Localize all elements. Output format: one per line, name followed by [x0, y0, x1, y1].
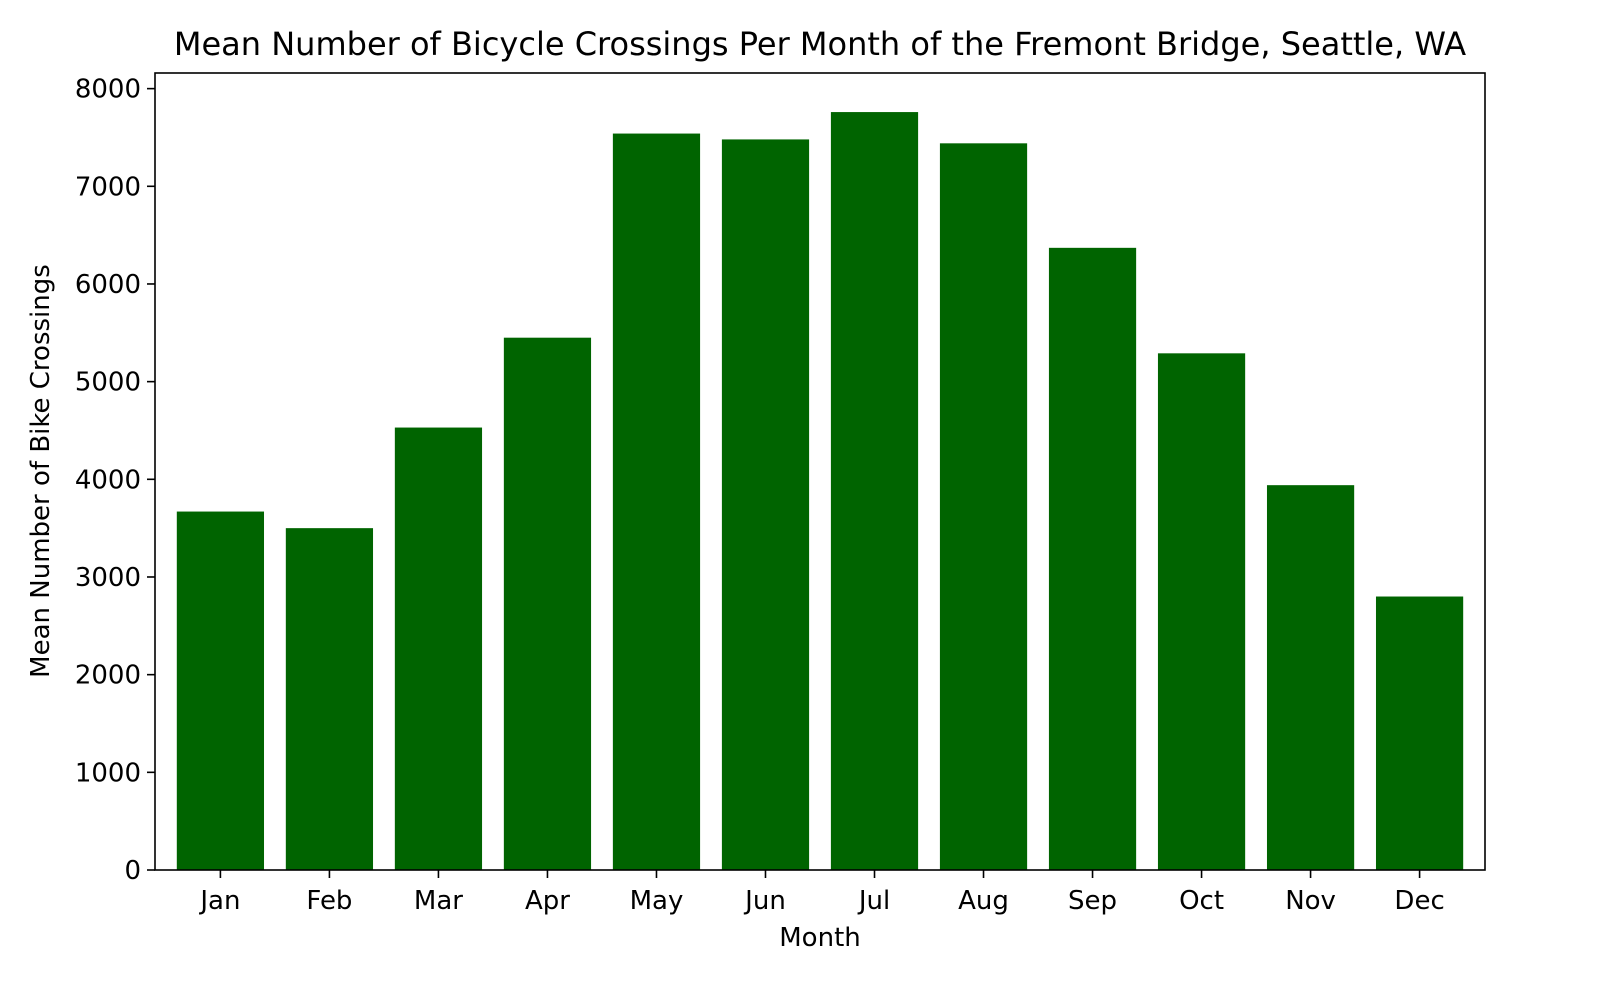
y-axis-title: Mean Number of Bike Crossings: [26, 264, 56, 678]
x-tick-label-dec: Dec: [1394, 886, 1444, 916]
y-tick-label: 7000: [75, 172, 141, 202]
y-tick-label: 2000: [75, 661, 141, 691]
bar-aug: [939, 143, 1028, 870]
x-tick-label-nov: Nov: [1285, 886, 1336, 916]
bar-feb: [285, 528, 374, 870]
y-tick-label: 4000: [75, 465, 141, 495]
y-tick-label: 6000: [75, 270, 141, 300]
x-tick-label-apr: Apr: [525, 886, 570, 916]
bar-jul: [830, 112, 919, 870]
x-tick-label-may: May: [630, 886, 684, 916]
bar-apr: [503, 337, 592, 870]
x-tick-label-jan: Jan: [198, 886, 240, 916]
bar-nov: [1266, 485, 1355, 870]
y-tick-label: 8000: [75, 75, 141, 105]
bar-jan: [176, 511, 265, 870]
x-tick-label-sep: Sep: [1068, 886, 1117, 916]
x-tick-label-feb: Feb: [306, 886, 352, 916]
x-tick-label-mar: Mar: [414, 886, 463, 916]
bar-oct: [1157, 353, 1246, 870]
y-tick-label: 5000: [75, 368, 141, 398]
x-axis-title: Month: [779, 923, 861, 953]
bars-group: [176, 112, 1464, 871]
x-tick-label-oct: Oct: [1179, 886, 1224, 916]
chart-title: Mean Number of Bicycle Crossings Per Mon…: [174, 25, 1466, 63]
y-axis: 0 1000 2000 3000 4000 5000 6000 7000 8000: [75, 75, 155, 886]
y-tick-label: 1000: [75, 758, 141, 788]
bar-sep: [1048, 247, 1137, 870]
plot-frame: [154, 72, 1486, 871]
bar-dec: [1375, 596, 1464, 870]
x-tick-label-jul: Jul: [857, 886, 890, 916]
y-tick-label: 0: [124, 856, 141, 886]
x-tick-label-aug: Aug: [958, 886, 1009, 916]
bar-jun: [721, 139, 810, 871]
bar-mar: [394, 427, 483, 870]
y-tick-label: 3000: [75, 563, 141, 593]
x-tick-label-jun: Jun: [743, 886, 786, 916]
bar-may: [612, 133, 701, 870]
x-axis: Jan Feb Mar Apr May Jun Jul Aug Sep Oct Nov Dec: [198, 870, 1445, 916]
